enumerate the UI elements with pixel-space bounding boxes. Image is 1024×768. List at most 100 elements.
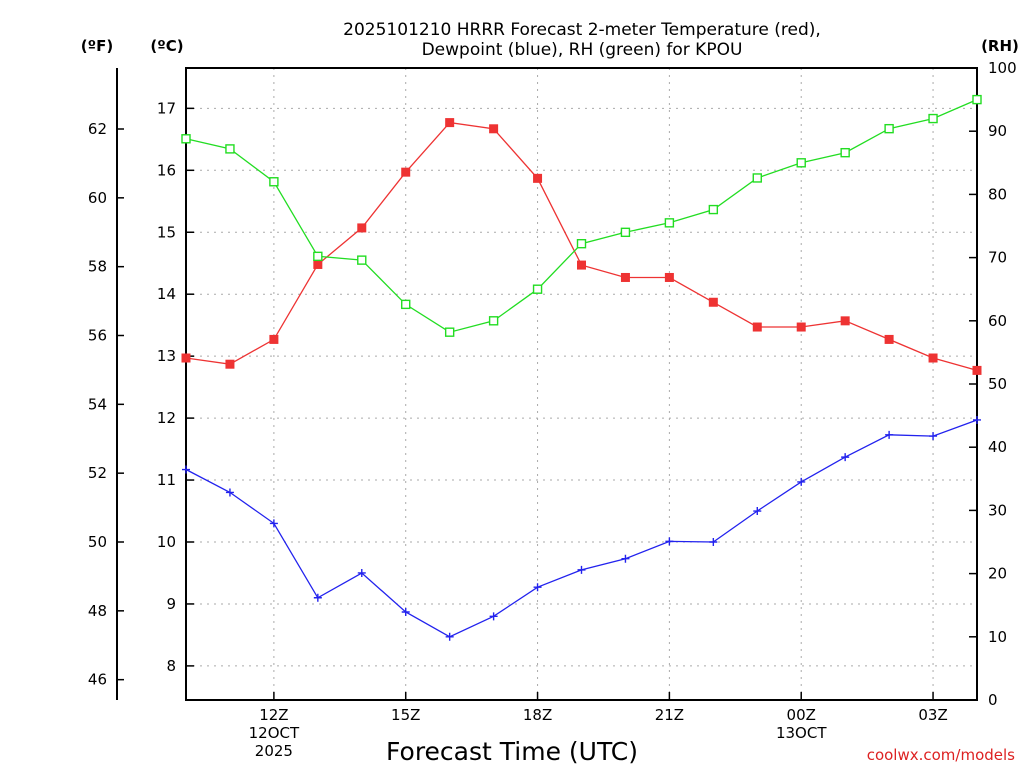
rh-tick-label: 80	[988, 185, 1007, 203]
2-meter-temperature-point	[313, 259, 323, 269]
rh-point	[488, 316, 499, 326]
2-meter-temperature-point	[577, 260, 586, 270]
2-meter-temperature-point	[357, 223, 367, 233]
rh-point	[269, 177, 279, 187]
celsius-tick-label: 15	[157, 223, 176, 241]
rh-point	[576, 238, 587, 249]
fahrenheit-tick-label: 50	[88, 533, 107, 551]
dewpoint-point	[885, 430, 894, 439]
rh-point	[664, 218, 675, 228]
rh-point	[313, 251, 323, 262]
rh-point	[884, 123, 894, 134]
fahrenheit-tick-label: 52	[88, 464, 107, 482]
2-meter-temperature-point	[928, 353, 938, 363]
fahrenheit-tick-label: 46	[88, 671, 107, 689]
dewpoint-point	[665, 537, 674, 546]
rh-line	[185, 99, 978, 333]
celsius-tick-label: 16	[157, 161, 176, 179]
rh-tick-label: 60	[988, 312, 1007, 330]
rh-point	[620, 227, 631, 238]
dewpoint-point	[445, 632, 454, 641]
2-meter-temperature-point	[708, 297, 718, 307]
2-meter-temperature-point	[664, 272, 674, 282]
tick-labels: 8 9 10 11 12 13 14 15 16 17 46 48 50 52 54 56 58 60 62 0 10 2…	[88, 59, 1017, 760]
rh-point	[972, 94, 982, 105]
x-tick-label: 00Z	[787, 706, 816, 724]
dewpoint-point	[929, 432, 938, 441]
rh-tick-label: 10	[988, 628, 1007, 646]
2-meter-temperature-point	[489, 124, 499, 134]
dewpoint-point	[797, 477, 806, 486]
celsius-tick-label: 17	[157, 99, 176, 117]
axes	[116, 67, 978, 701]
2-meter-temperature-point	[796, 322, 806, 332]
grid-lines	[186, 68, 977, 700]
dewpoint-point	[753, 507, 762, 516]
chart-title-line-1: 2025101210 HRRR Forecast 2-meter Tempera…	[343, 20, 821, 40]
celsius-tick-label: 9	[166, 595, 176, 613]
fahrenheit-tick-label: 60	[88, 189, 107, 207]
x-tick-label: 18Z	[523, 706, 552, 724]
celsius-tick-label: 8	[166, 657, 176, 675]
x-tick-label: 13OCT	[776, 724, 827, 742]
2-meter-temperature-point	[752, 322, 762, 332]
rh-point	[225, 144, 235, 154]
rh-tick-label: 50	[988, 375, 1007, 393]
2-meter-temperature-point	[401, 167, 411, 177]
rh-point	[752, 173, 762, 183]
dewpoint-point	[489, 612, 498, 621]
fahrenheit-tick-label: 58	[88, 258, 107, 276]
celsius-tick-label: 10	[157, 533, 176, 551]
x-tick-label: 2025	[255, 742, 293, 760]
fahrenheit-unit-label: (ºF)	[81, 37, 113, 55]
dewpoint-point	[269, 519, 278, 528]
fahrenheit-tick-label: 56	[88, 327, 107, 345]
2-meter-temperature-point	[533, 173, 543, 183]
x-axis-label: Forecast Time (UTC)	[386, 737, 638, 766]
x-tick-label: 21Z	[655, 706, 684, 724]
celsius-unit-label: (ºC)	[150, 37, 183, 55]
rh-point	[401, 299, 411, 310]
x-tick-label: 12Z	[259, 706, 288, 724]
fahrenheit-tick-label: 48	[88, 602, 107, 620]
dewpoint-point	[533, 583, 542, 592]
celsius-tick-label: 12	[157, 409, 176, 427]
dewpoint-point	[357, 568, 366, 577]
rh-point	[840, 147, 850, 158]
rh-tick-label: 70	[988, 249, 1007, 267]
fahrenheit-tick-label: 54	[88, 395, 107, 413]
dewpoint-point	[973, 415, 981, 424]
plot-frame	[185, 67, 978, 701]
dewpoint-point	[577, 565, 586, 574]
2-meter-temperature-point	[445, 118, 455, 128]
dewpoint-point	[225, 488, 234, 497]
dewpoint-point	[709, 538, 718, 546]
rh-point	[357, 255, 367, 265]
rh-point	[928, 113, 938, 124]
2-meter-temperature-point	[884, 334, 894, 344]
credit-text: coolwx.com/models	[867, 746, 1015, 764]
dewpoint-point	[841, 453, 850, 462]
dewpoint-point	[401, 608, 410, 617]
dewpoint-point	[182, 465, 190, 474]
x-tick-label: 03Z	[918, 706, 947, 724]
celsius-tick-label: 13	[157, 347, 176, 365]
rh-point	[444, 327, 455, 337]
2-meter-temperature-point	[181, 353, 191, 363]
2-meter-temperature-point	[269, 334, 279, 344]
rh-tick-label: 30	[988, 501, 1007, 519]
rh-unit-label: (RH)	[981, 37, 1019, 55]
rh-tick-label: 40	[988, 438, 1007, 456]
2-meter-temperature-point	[972, 365, 982, 375]
x-tick-label: 12OCT	[249, 724, 300, 742]
chart-title-line-2: Dewpoint (blue), RH (green) for KPOU	[422, 40, 743, 60]
rh-tick-label: 20	[988, 565, 1007, 583]
rh-tick-label: 0	[988, 691, 998, 709]
rh-point	[708, 204, 719, 215]
rh-tick-label: 90	[988, 122, 1007, 140]
rh-tick-label: 100	[988, 59, 1017, 77]
dewpoint-point	[621, 554, 630, 563]
celsius-tick-label: 14	[157, 285, 176, 303]
rh-point	[796, 158, 806, 168]
